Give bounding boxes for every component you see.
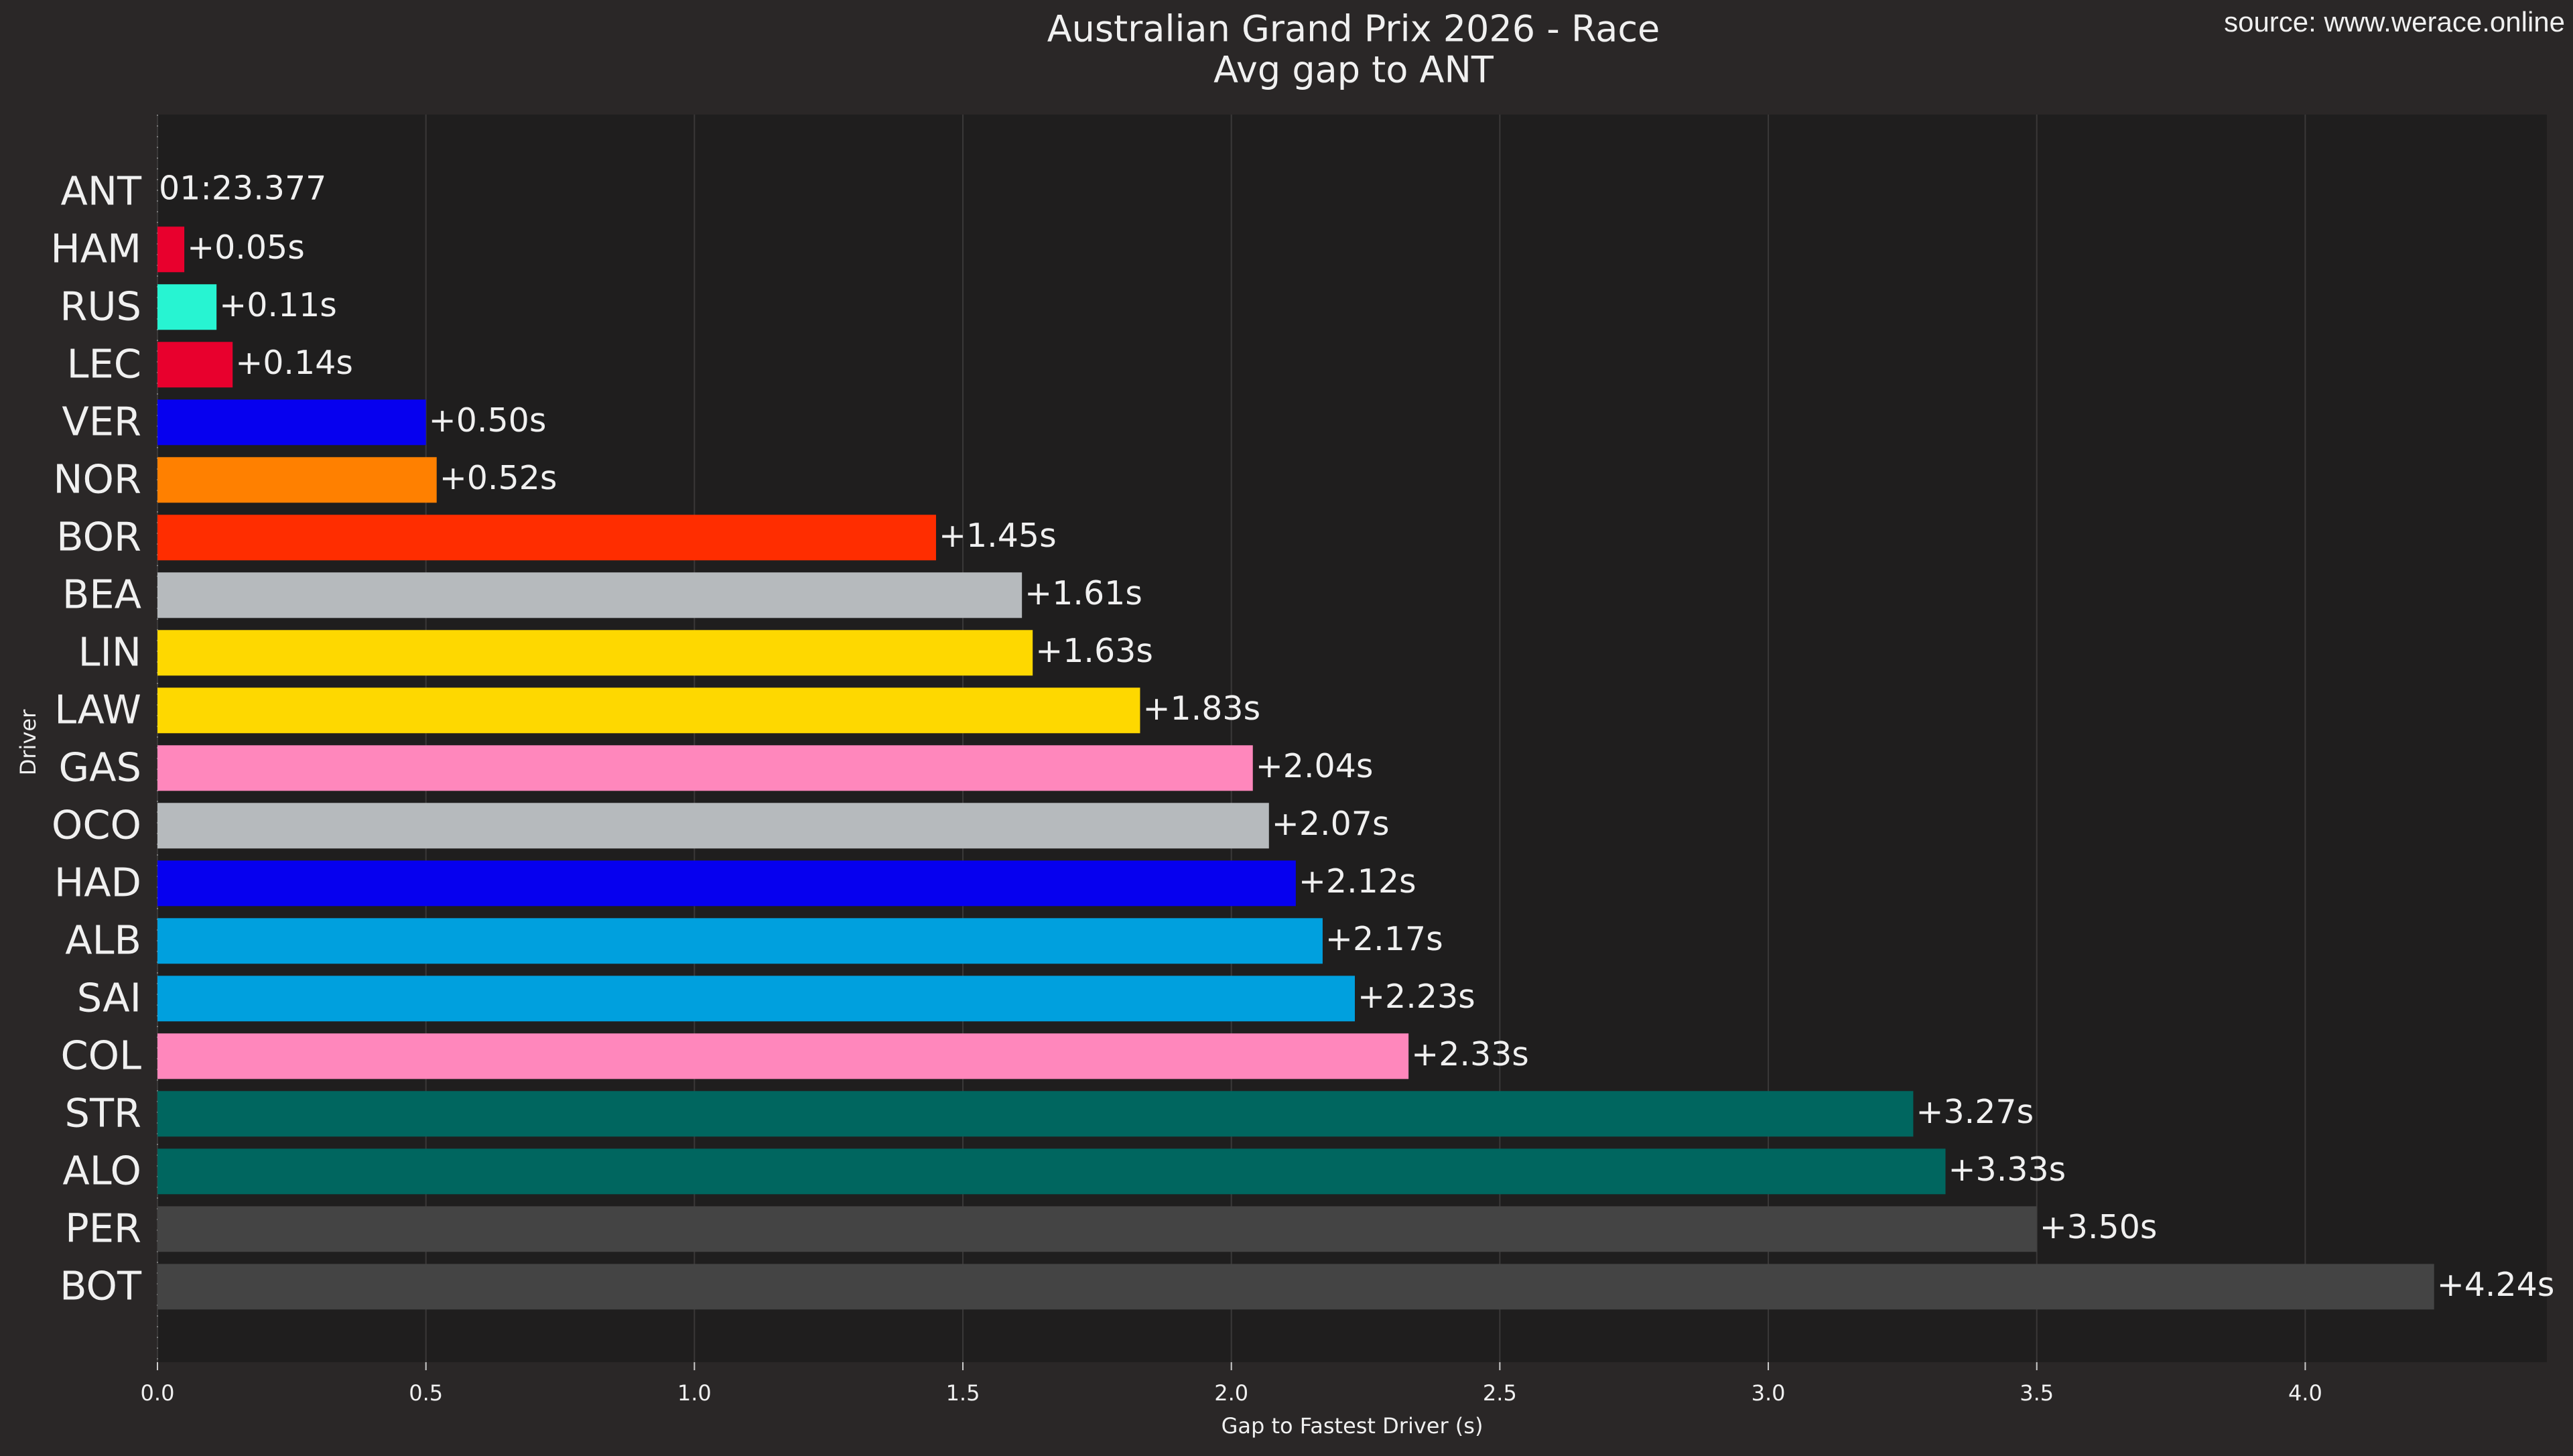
x-tick-label: 3.5 <box>2020 1380 2054 1406</box>
x-tick-label: 3.0 <box>1752 1380 1786 1406</box>
x-axis-label: Gap to Fastest Driver (s) <box>1222 1413 1483 1439</box>
bar <box>157 1148 1946 1195</box>
value-label: +1.45s <box>939 517 1057 555</box>
bar <box>157 342 233 388</box>
chart-title: Australian Grand Prix 2026 - Race <box>1047 8 1660 50</box>
y-axis-label: Driver <box>15 709 41 775</box>
value-label: +0.14s <box>235 344 353 382</box>
y-tick-label: BEA <box>62 571 141 617</box>
y-tick-label: OCO <box>52 801 141 848</box>
value-label: +3.33s <box>1948 1150 2066 1189</box>
y-tick-label: ANT <box>60 168 141 214</box>
x-tick-label: 2.0 <box>1214 1380 1248 1406</box>
y-tick-label: LIN <box>78 628 141 675</box>
y-tick-label: HAM <box>50 225 141 271</box>
bar <box>157 1264 2434 1310</box>
y-tick-label: BOT <box>60 1262 142 1309</box>
bar <box>157 976 1356 1022</box>
value-label: +2.04s <box>1256 747 1374 785</box>
bar <box>157 630 1033 676</box>
value-label: +0.50s <box>429 401 547 440</box>
value-label: +3.50s <box>2040 1208 2158 1246</box>
value-label: +1.61s <box>1025 574 1142 612</box>
y-tick-label: PER <box>65 1205 141 1251</box>
y-tick-label: BOR <box>56 513 141 559</box>
value-label: +0.05s <box>187 228 305 267</box>
bar <box>157 515 936 561</box>
value-label: +4.24s <box>2437 1266 2555 1304</box>
y-tick-label: RUS <box>60 283 141 329</box>
bar <box>157 1206 2037 1252</box>
y-tick-label: COL <box>60 1032 141 1078</box>
y-tick-label: LEC <box>67 340 141 387</box>
y-tick-label: HAD <box>54 859 141 905</box>
bar <box>157 1033 1409 1079</box>
bar <box>157 803 1269 849</box>
chart-subtitle: Avg gap to ANT <box>1213 49 1494 91</box>
value-label: +1.83s <box>1142 689 1260 728</box>
bar <box>157 284 217 330</box>
x-tick-label: 4.0 <box>2288 1380 2322 1406</box>
y-tick-label: SAI <box>77 974 141 1020</box>
y-tick-label: ALB <box>65 917 141 963</box>
bar <box>157 1091 1914 1137</box>
y-tick-label: ALO <box>62 1147 141 1193</box>
bar <box>157 918 1323 964</box>
value-label: +2.07s <box>1272 805 1390 843</box>
source: source: www.werace.online <box>2224 6 2565 38</box>
value-label: +2.17s <box>1325 920 1443 958</box>
value-label: +1.63s <box>1035 632 1153 670</box>
x-tick-label: 0.0 <box>141 1380 175 1406</box>
value-label: +0.52s <box>440 459 557 497</box>
y-tick-label: VER <box>62 398 141 444</box>
value-label: +3.27s <box>1916 1093 2034 1131</box>
x-tick-label: 0.5 <box>409 1380 443 1406</box>
value-label: +2.33s <box>1411 1035 1529 1073</box>
reference-time: 01:23.377 <box>159 170 326 208</box>
x-tick-label: 1.0 <box>677 1380 712 1406</box>
bar <box>157 226 185 273</box>
bar <box>157 457 437 503</box>
x-tick-label: 1.5 <box>946 1380 980 1406</box>
bar <box>157 687 1140 734</box>
bar <box>157 572 1022 618</box>
bar <box>157 860 1296 907</box>
value-label: +2.23s <box>1358 978 1475 1016</box>
value-label: +0.11s <box>219 286 337 324</box>
x-tick-label: 2.5 <box>1483 1380 1517 1406</box>
y-tick-label: LAW <box>54 686 141 732</box>
bar <box>157 399 426 446</box>
value-label: +2.12s <box>1299 862 1416 901</box>
y-tick-label: GAS <box>58 744 141 790</box>
bar <box>157 745 1253 791</box>
y-tick-label: STR <box>65 1089 142 1136</box>
y-tick-label: NOR <box>53 456 141 502</box>
